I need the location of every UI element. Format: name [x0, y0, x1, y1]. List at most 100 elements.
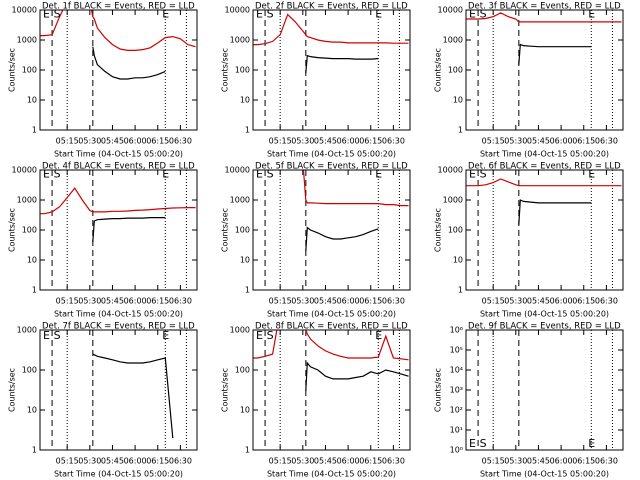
annotation: E — [43, 168, 50, 181]
plot-area — [92, 353, 174, 439]
panel-title: Det. 2f BLACK = Events, RED = LLD — [255, 2, 408, 12]
annotation: E — [256, 329, 263, 342]
annotation: S — [267, 329, 274, 342]
y-tick-label: 1 — [245, 126, 250, 135]
plot-frame — [39, 329, 198, 451]
annotation: S — [480, 168, 487, 181]
x-tick-label: 06:00 — [550, 297, 573, 306]
panel-title: Det. 1f BLACK = Events, RED = LLD — [42, 2, 195, 12]
x-tick-label: 05:15 — [56, 297, 79, 306]
y-tick-label: 10³ — [450, 386, 463, 395]
y-tick-label: 1000 — [443, 196, 463, 205]
annotation: E — [162, 329, 169, 342]
y-tick-label: 1000 — [443, 36, 463, 45]
plot-frame — [465, 9, 624, 131]
series-line — [40, 187, 196, 215]
x-tick-label: 06:15 — [359, 457, 382, 466]
x-tick-label: 05:45 — [101, 297, 124, 306]
series-line — [40, 10, 196, 51]
x-tick-label: 06:30 — [595, 457, 618, 466]
y-tick-label: 1 — [458, 126, 463, 135]
y-tick-label: 1000 — [17, 36, 37, 45]
x-tick-label: 05:15 — [56, 457, 79, 466]
y-axis-label: Counts/sec — [221, 48, 230, 92]
annotation: E — [375, 168, 382, 181]
plot-area — [466, 12, 622, 65]
x-tick-label: 05:45 — [314, 297, 337, 306]
series-line — [305, 361, 409, 391]
y-tick-label: 10000 — [438, 6, 463, 15]
panel-title: Det. 4f BLACK = Events, RED = LLD — [42, 162, 195, 172]
x-tick-label: 05:15 — [482, 137, 505, 146]
annotation: E — [162, 168, 169, 181]
series-line — [92, 353, 174, 439]
plot-area — [40, 187, 196, 242]
x-tick-label: 05:15 — [269, 457, 292, 466]
y-tick-label: 100 — [22, 226, 37, 235]
panel: Det. 4f BLACK = Events, RED = LLD Start T… — [8, 162, 198, 319]
x-axis-label: Start Time (04-Oct-15 05:00:20) — [267, 470, 396, 479]
series-line — [253, 13, 409, 46]
y-axis-label: Counts/sec — [221, 368, 230, 412]
annotation: E — [588, 437, 595, 450]
x-tick-label: 05:45 — [527, 297, 550, 306]
annotation: S — [267, 8, 274, 21]
y-tick-label: 10 — [27, 96, 37, 105]
annotation: S — [54, 8, 61, 21]
series-line — [92, 46, 166, 80]
plot-area — [253, 330, 409, 391]
plot-frame — [252, 9, 411, 131]
x-tick-label: 06:00 — [124, 457, 147, 466]
y-tick-label: 100 — [22, 366, 37, 375]
x-tick-label: 06:30 — [595, 297, 618, 306]
y-tick-label: 1 — [245, 446, 250, 455]
x-tick-label: 05:30 — [291, 457, 314, 466]
x-axis-label: Start Time (04-Oct-15 05:00:20) — [54, 310, 183, 319]
x-tick-label: 05:30 — [504, 297, 527, 306]
y-axis-label: Counts/sec — [434, 208, 443, 252]
x-tick-label: 06:15 — [146, 297, 169, 306]
series-line — [518, 43, 592, 65]
annotation: E — [162, 8, 169, 21]
x-tick-label: 06:30 — [169, 297, 192, 306]
x-tick-label: 06:00 — [550, 137, 573, 146]
x-tick-label: 06:15 — [359, 297, 382, 306]
x-tick-label: 06:15 — [572, 297, 595, 306]
x-tick-label: 05:15 — [269, 137, 292, 146]
y-tick-label: 1 — [32, 446, 37, 455]
x-tick-label: 06:30 — [595, 137, 618, 146]
series-line — [466, 12, 622, 23]
panel: Det. 2f BLACK = Events, RED = LLD Start T… — [221, 2, 411, 159]
annotation: E — [588, 168, 595, 181]
x-tick-label: 05:45 — [314, 457, 337, 466]
y-tick-label: 10⁵ — [450, 346, 463, 355]
y-axis-label: Counts/sec — [8, 368, 17, 412]
y-tick-label: 1 — [32, 286, 37, 295]
x-tick-label: 05:30 — [78, 457, 101, 466]
y-axis-label: Counts/sec — [221, 208, 230, 252]
series-line — [518, 199, 592, 225]
y-tick-label: 10 — [240, 96, 250, 105]
x-tick-label: 06:15 — [572, 457, 595, 466]
y-tick-label: 100 — [235, 366, 250, 375]
y-tick-label: 1000 — [230, 326, 250, 335]
plot-frame — [252, 329, 411, 451]
y-tick-label: 10² — [450, 406, 463, 415]
panel: Det. 5f BLACK = Events, RED = LLD Start T… — [221, 162, 411, 319]
annotation: S — [480, 8, 487, 21]
plot-frame — [39, 9, 198, 131]
x-tick-label: 05:15 — [269, 297, 292, 306]
x-tick-label: 06:15 — [146, 457, 169, 466]
x-axis-label: Start Time (04-Oct-15 05:00:20) — [480, 470, 609, 479]
x-tick-label: 06:00 — [550, 457, 573, 466]
y-tick-label: 100 — [448, 226, 463, 235]
annotation: S — [267, 168, 274, 181]
y-tick-label: 10 — [240, 256, 250, 265]
annotation: S — [54, 329, 61, 342]
panel: Det. 7f BLACK = Events, RED = LLD Start T… — [8, 322, 198, 479]
y-tick-label: 10000 — [438, 166, 463, 175]
y-tick-label: 1000 — [230, 36, 250, 45]
y-tick-label: 1 — [245, 286, 250, 295]
x-tick-label: 05:30 — [78, 297, 101, 306]
x-tick-label: 05:45 — [101, 457, 124, 466]
